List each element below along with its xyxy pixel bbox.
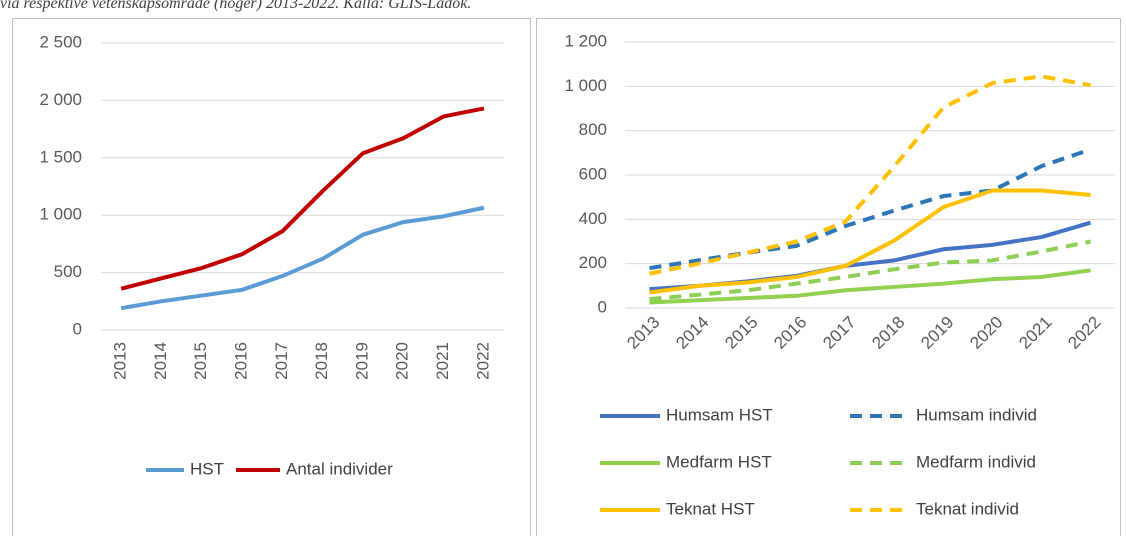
series-line [649, 74, 1091, 276]
caption: via respektive vetenskapsområde (höger) … [0, 0, 471, 12]
x-tick-label: 2020 [393, 342, 412, 380]
x-tick-label: 2013 [111, 342, 130, 380]
y-tick-label: 2 500 [39, 32, 82, 51]
y-tick-label: 1 200 [564, 31, 607, 50]
legend-label: Humsam individ [916, 405, 1037, 424]
x-tick-label: 2016 [232, 342, 251, 380]
y-tick-label: 1 000 [39, 205, 82, 224]
x-tick-label: 2022 [1064, 313, 1104, 353]
x-tick-label: 2014 [151, 342, 170, 380]
y-tick-label: 200 [579, 253, 607, 272]
y-tick-label: 400 [579, 209, 607, 228]
series-line [649, 188, 1091, 295]
series-line [120, 106, 485, 291]
y-tick-label: 500 [54, 262, 82, 281]
x-tick-label: 2021 [433, 342, 452, 380]
legend-label: Antal individer [286, 459, 393, 478]
y-tick-label: 800 [579, 120, 607, 139]
x-tick-label: 2017 [272, 342, 291, 380]
y-tick-label: 1 500 [39, 147, 82, 166]
x-tick-label: 2020 [966, 313, 1006, 353]
y-tick-label: 1 000 [564, 76, 607, 95]
y-tick-label: 0 [598, 297, 607, 316]
x-tick-label: 2022 [473, 342, 492, 380]
legend-label: Humsam HST [666, 405, 773, 424]
left-panel [12, 18, 531, 536]
legend-label: HST [190, 459, 224, 478]
y-tick-label: 600 [579, 164, 607, 183]
legend-label: Teknat HST [666, 499, 755, 518]
y-tick-label: 0 [73, 319, 82, 338]
x-tick-label: 2018 [868, 313, 908, 353]
x-tick-label: 2014 [672, 313, 712, 353]
x-tick-label: 2019 [917, 313, 957, 353]
y-tick-label: 2 000 [39, 90, 82, 109]
legend-label: Medfarm HST [666, 452, 772, 471]
x-tick-label: 2013 [623, 313, 663, 353]
x-tick-label: 2015 [721, 313, 761, 353]
right-panel [536, 18, 1121, 536]
x-tick-label: 2018 [312, 342, 331, 380]
x-tick-label: 2015 [191, 342, 210, 380]
series-line [649, 268, 1091, 305]
x-tick-label: 2021 [1015, 313, 1055, 353]
series-line [120, 205, 485, 311]
legend-label: Teknat individ [916, 499, 1019, 518]
x-tick-label: 2017 [819, 313, 859, 353]
x-tick-label: 2016 [770, 313, 810, 353]
legend-label: Medfarm individ [916, 452, 1036, 471]
series-line [649, 239, 1091, 302]
x-tick-label: 2019 [352, 342, 371, 380]
series-line [649, 147, 1092, 271]
